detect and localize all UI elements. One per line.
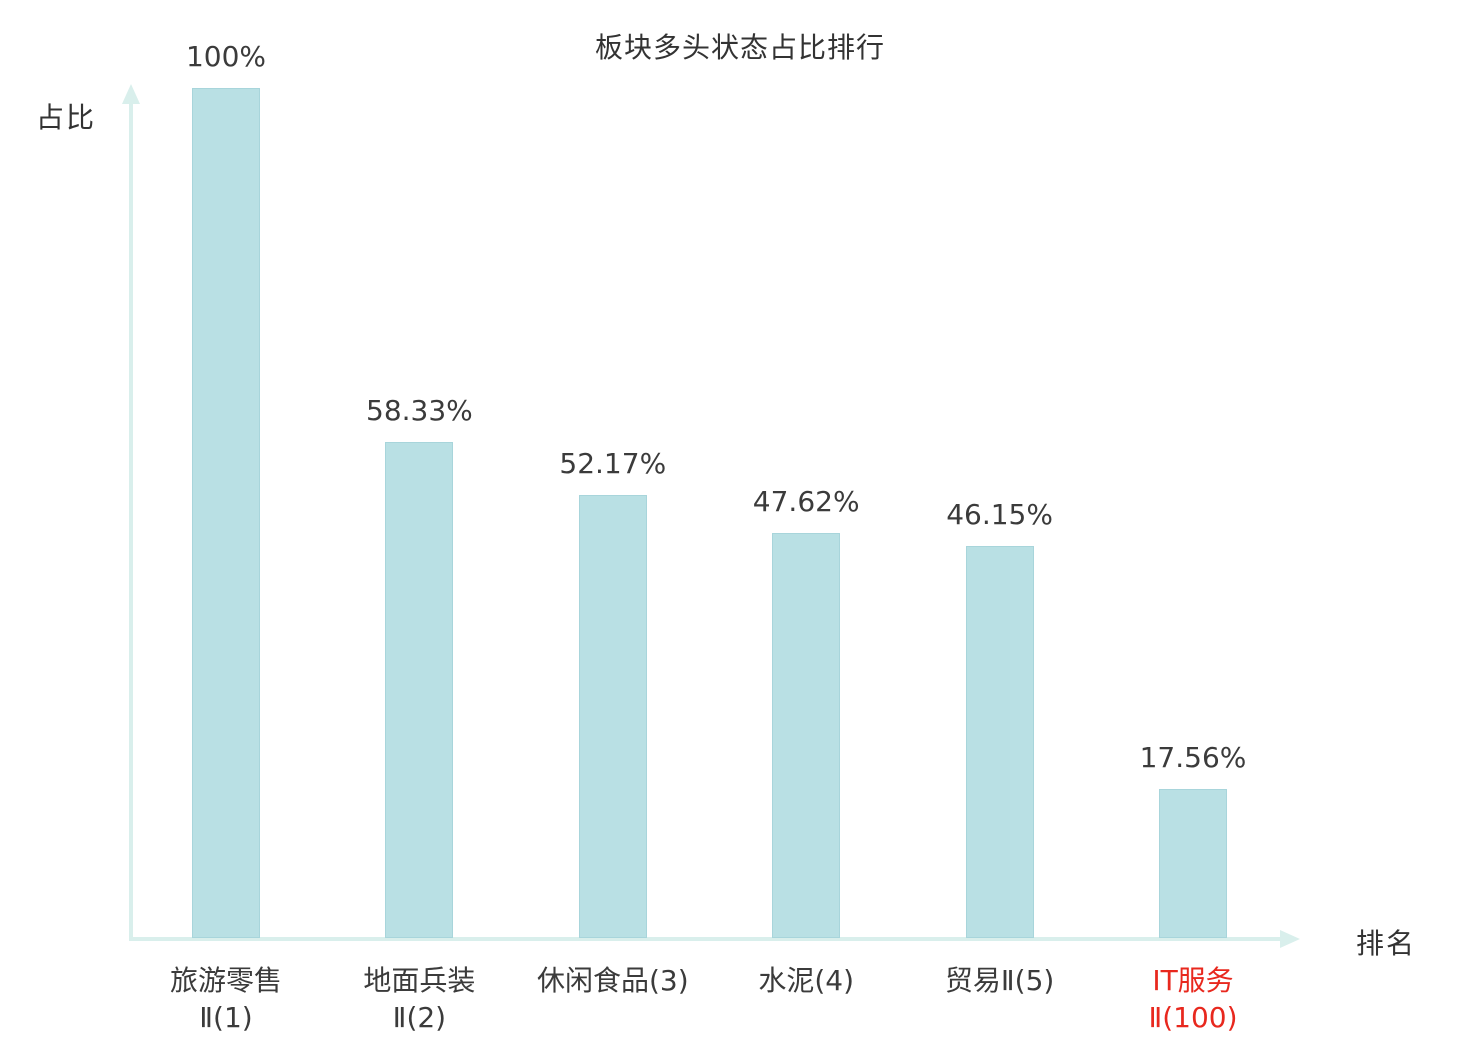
bar-value-label: 52.17%: [559, 446, 667, 480]
bar-value-label: 46.15%: [946, 497, 1053, 531]
x-axis-label: 排名: [1356, 927, 1417, 960]
bar-category-label-line: 贸易Ⅱ(5): [944, 964, 1055, 997]
bar-category-label-line: 地面兵装: [363, 964, 476, 997]
x-axis-arrow-icon: [1280, 930, 1300, 948]
bar: [192, 88, 260, 938]
bar: [578, 494, 647, 938]
bar-category-label: 地面兵装 Ⅱ(2): [279, 962, 559, 1036]
bar-category-label: IT服务 Ⅱ(100): [1053, 962, 1333, 1036]
bar-value-label: 17.56%: [1139, 740, 1247, 774]
bar-category-label-line: 水泥(4): [758, 964, 855, 997]
y-axis-arrow-icon: [122, 84, 140, 104]
bar-category-label: 旅游零售 Ⅱ(1): [86, 962, 366, 1036]
bar-category-label-line: Ⅱ(2): [392, 1001, 447, 1034]
chart-title: 板块多头状态占比排行: [594, 31, 885, 64]
bar-category-label-line: Ⅱ(1): [199, 1001, 253, 1034]
bar-value-label: 58.33%: [366, 394, 473, 428]
bar: [965, 545, 1034, 938]
y-axis-label: 占比: [36, 101, 97, 134]
bar-category-label: 休闲食品(3): [473, 962, 753, 999]
bar-category-label-line: Ⅱ(100): [1148, 1001, 1238, 1034]
bar-category-label: 贸易Ⅱ(5): [860, 962, 1140, 999]
bar-value-label: 100%: [185, 40, 267, 73]
bar-category-label-line: 旅游零售: [169, 964, 282, 997]
bar: [772, 533, 841, 938]
bar-category-label: 水泥(4): [666, 962, 946, 999]
bar-category-label-line: 休闲食品(3): [536, 964, 689, 997]
bar-category-label-line: IT服务: [1152, 964, 1234, 997]
bar: [1159, 788, 1227, 938]
bar: [385, 442, 454, 938]
bar-value-label: 47.62%: [752, 485, 860, 519]
